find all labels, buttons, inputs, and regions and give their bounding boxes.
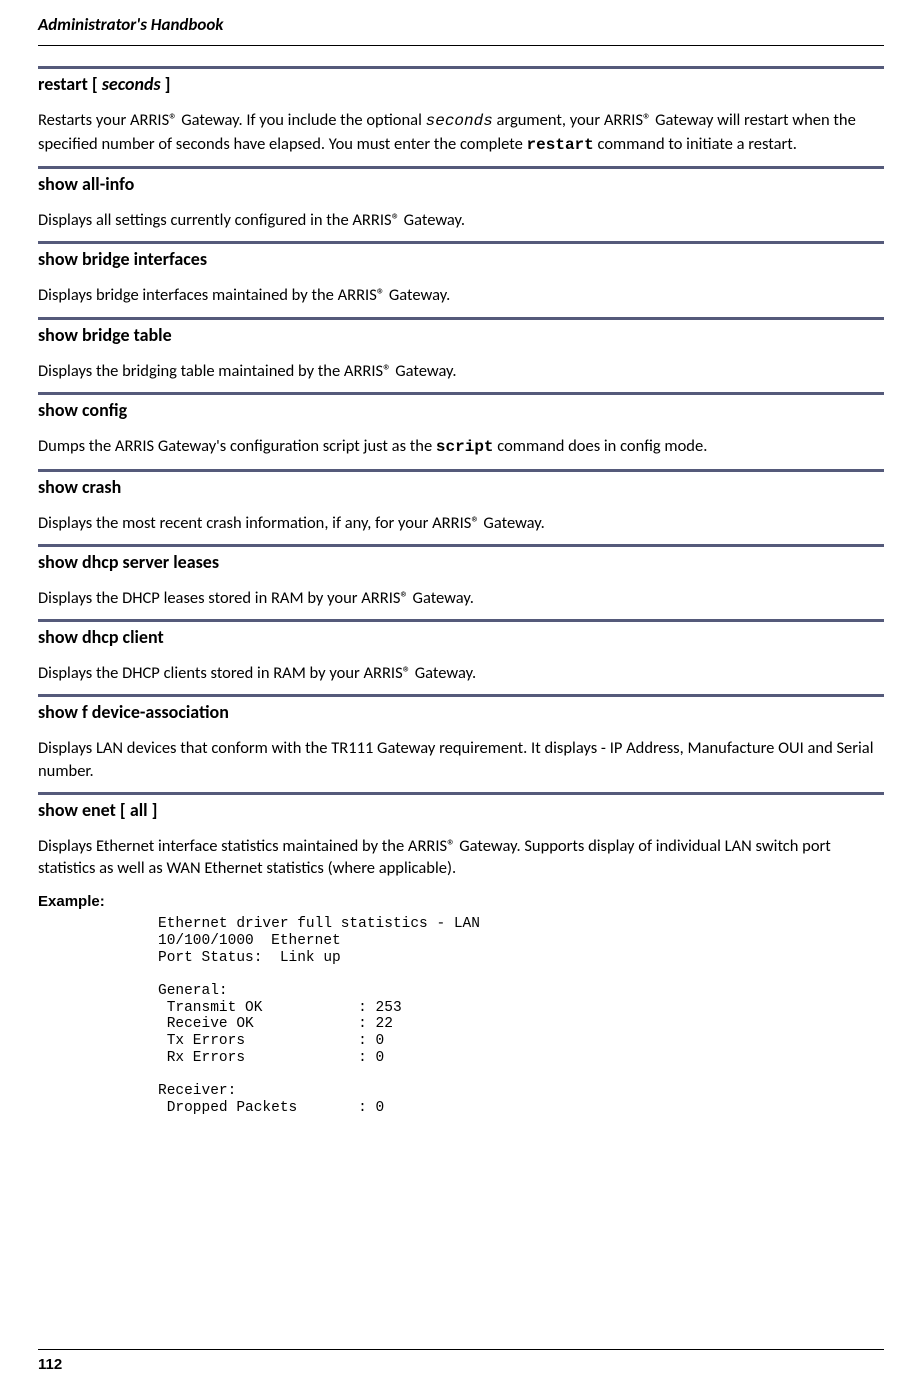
section-show-crash: show crash Displays the most recent cras… bbox=[38, 469, 884, 534]
desc-show-dhcp-client: Displays the DHCP clients stored in RAM … bbox=[38, 662, 884, 684]
section-show-all-info: show all-info Displays all settings curr… bbox=[38, 166, 884, 231]
bottom-rule bbox=[38, 1349, 884, 1350]
cmd-head-show-bridge-table: show bridge table bbox=[38, 324, 884, 346]
example-label: Example: bbox=[38, 893, 884, 910]
restart-head-arg: seconds bbox=[102, 73, 161, 95]
section-show-bridge-table: show bridge table Displays the bridging … bbox=[38, 317, 884, 382]
desc-show-f-device: Displays LAN devices that conform with t… bbox=[38, 737, 884, 782]
cmd-head-show-config: show config bbox=[38, 399, 884, 421]
cmd-head-show-f-device: show f device-association bbox=[38, 701, 884, 723]
page-footer: 112 bbox=[0, 1349, 922, 1373]
show-config-desc-1: Dumps the ARRIS Gateway's configuration … bbox=[38, 436, 436, 456]
section-restart: restart [ seconds ] Restarts your ARRIS®… bbox=[38, 66, 884, 156]
desc-show-crash: Displays the most recent crash informati… bbox=[38, 512, 884, 534]
book-title: Administrator's Handbook bbox=[38, 14, 884, 45]
cmd-head-restart: restart [ seconds ] bbox=[38, 73, 884, 95]
restart-desc-1: Restarts your ARRIS® Gateway. If you inc… bbox=[38, 110, 426, 130]
section-show-bridge-interfaces: show bridge interfaces Displays bridge i… bbox=[38, 241, 884, 306]
page-number: 112 bbox=[38, 1356, 884, 1373]
restart-head-prefix: restart [ bbox=[38, 73, 102, 95]
cmd-head-show-dhcp-client: show dhcp client bbox=[38, 626, 884, 648]
top-rule bbox=[38, 45, 884, 46]
desc-show-config: Dumps the ARRIS Gateway's configuration … bbox=[38, 435, 884, 459]
desc-show-bridge-interfaces: Displays bridge interfaces maintained by… bbox=[38, 284, 884, 306]
show-config-desc-2: command does in config mode. bbox=[494, 436, 708, 456]
cmd-head-show-all-info: show all-info bbox=[38, 173, 884, 195]
desc-show-all-info: Displays all settings currently configur… bbox=[38, 209, 884, 231]
show-config-inline-cmd: script bbox=[436, 438, 494, 456]
restart-desc-3: command to initiate a restart. bbox=[594, 134, 797, 154]
section-show-f-device: show f device-association Displays LAN d… bbox=[38, 694, 884, 782]
desc-show-bridge-table: Displays the bridging table maintained b… bbox=[38, 360, 884, 382]
restart-desc: Restarts your ARRIS® Gateway. If you inc… bbox=[38, 109, 884, 156]
restart-inline-cmd: restart bbox=[527, 136, 594, 154]
enet-code-block: Ethernet driver full statistics - LAN 10… bbox=[158, 916, 884, 1116]
cmd-head-show-bridge-interfaces: show bridge interfaces bbox=[38, 248, 884, 270]
cmd-head-show-enet: show enet [ all ] bbox=[38, 799, 884, 821]
desc-show-enet: Displays Ethernet interface statistics m… bbox=[38, 835, 884, 880]
cmd-head-show-dhcp-leases: show dhcp server leases bbox=[38, 551, 884, 573]
restart-inline-arg: seconds bbox=[426, 112, 493, 130]
section-show-dhcp-client: show dhcp client Displays the DHCP clien… bbox=[38, 619, 884, 684]
restart-head-suffix: ] bbox=[161, 73, 171, 95]
section-show-dhcp-leases: show dhcp server leases Displays the DHC… bbox=[38, 544, 884, 609]
section-show-enet: show enet [ all ] Displays Ethernet inte… bbox=[38, 792, 884, 1117]
page-container: Administrator's Handbook restart [ secon… bbox=[0, 0, 922, 1397]
cmd-head-show-crash: show crash bbox=[38, 476, 884, 498]
section-show-config: show config Dumps the ARRIS Gateway's co… bbox=[38, 392, 884, 459]
desc-show-dhcp-leases: Displays the DHCP leases stored in RAM b… bbox=[38, 587, 884, 609]
